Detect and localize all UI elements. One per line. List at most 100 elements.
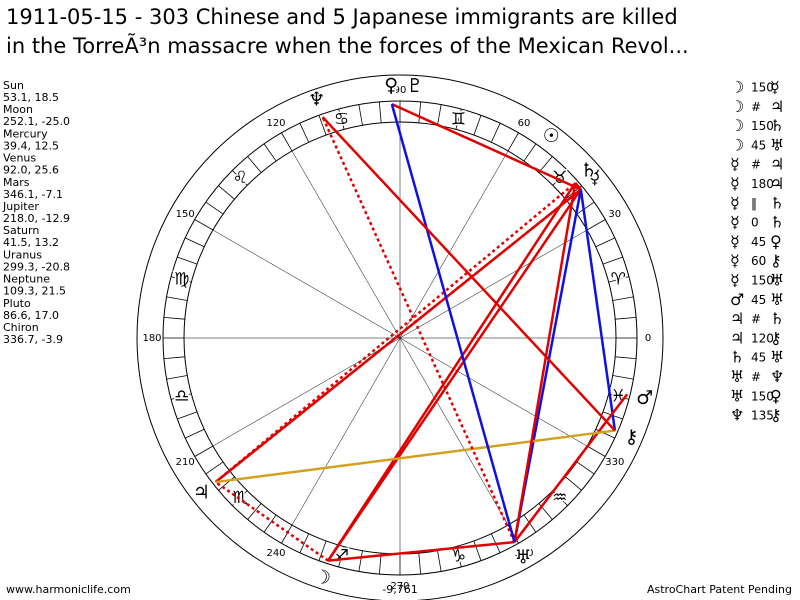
aspect-line	[215, 429, 616, 484]
planet-glyph: ☿	[589, 167, 601, 189]
aspect-from: ☽	[730, 135, 744, 154]
aspect-line	[327, 182, 577, 562]
aspect-type: 0	[751, 216, 759, 230]
degree-label: 330	[605, 457, 624, 468]
band-tick	[338, 546, 345, 568]
band-tick	[576, 461, 595, 475]
aspect-from: ☿	[730, 232, 740, 251]
planet-name: Mercury	[3, 127, 48, 140]
band-tick	[318, 115, 327, 136]
planet-name: Uranus	[3, 248, 42, 261]
planet-position: 86.6, 17.0	[3, 309, 59, 322]
aspect-to: ♄	[770, 213, 784, 232]
house-spoke	[399, 337, 509, 526]
aspect-line	[513, 182, 577, 543]
planet-position: 218.0, -12.9	[3, 212, 70, 225]
band-tick	[586, 219, 606, 231]
zodiac-sign: ♌	[233, 168, 248, 188]
band-tick	[170, 393, 192, 400]
band-tick	[378, 553, 382, 575]
aspect-type: 150	[751, 119, 774, 133]
band-tick	[232, 170, 248, 186]
aspect-type: 120	[751, 331, 774, 345]
aspect-type: 150	[751, 274, 774, 288]
planet-name: Neptune	[3, 273, 50, 286]
band-tick	[378, 101, 382, 123]
planet-name: Sun	[3, 79, 24, 92]
zodiac-sign: ♊	[451, 110, 466, 130]
planet-glyph: ♂	[636, 387, 653, 409]
aspect-to: ♆	[770, 367, 784, 386]
aspect-line	[579, 189, 617, 431]
band-tick	[281, 132, 293, 152]
band-tick	[552, 490, 568, 506]
aspect-type: 60	[751, 254, 766, 268]
band-tick	[177, 256, 198, 265]
house-spoke	[291, 337, 401, 526]
band-tick	[194, 445, 214, 457]
band-tick	[418, 553, 422, 575]
aspect-from: ☿	[730, 251, 740, 270]
band-tick	[615, 356, 637, 360]
degree-label: 0	[645, 333, 651, 344]
planet-glyph: ☽	[314, 566, 331, 588]
band-tick	[437, 104, 442, 126]
band-tick	[163, 316, 185, 320]
band-tick	[608, 276, 630, 283]
band-tick	[552, 170, 568, 186]
planet-name: Chiron	[3, 321, 39, 334]
aspect-from: ☽	[730, 97, 744, 116]
zodiac-sign: ♎	[174, 386, 189, 406]
aspect-from: ♃	[730, 309, 744, 328]
aspect-to: ♅	[770, 135, 784, 154]
aspect-from: ♃	[730, 328, 744, 347]
aspect-to: ♀	[770, 232, 782, 251]
aspect-line	[321, 116, 616, 432]
planet-position: 39.4, 12.5	[3, 139, 59, 152]
planet-position: 346.1, -7.1	[3, 188, 63, 201]
aspect-from: ☿	[730, 174, 740, 193]
aspect-line	[214, 181, 577, 484]
planet-position: 336.7, -3.9	[3, 333, 63, 346]
house-spoke	[212, 229, 401, 339]
aspect-from: ☿	[730, 213, 740, 232]
planet-glyph: ⚷	[624, 426, 638, 448]
planet-position: 41.5, 13.2	[3, 236, 59, 249]
aspect-type: 180	[751, 177, 774, 191]
aspect-line	[214, 188, 582, 484]
planet-glyph: ♃	[193, 482, 210, 504]
aspect-type: ‖	[751, 196, 757, 210]
planet-glyph: ♇	[406, 75, 423, 97]
degree-label: 150	[176, 209, 195, 220]
zodiac-sign: ♒	[552, 488, 567, 508]
band-tick	[247, 156, 262, 173]
band-tick	[338, 108, 345, 130]
bottom-value: -9,761	[382, 583, 417, 596]
band-tick	[170, 276, 192, 283]
degree-label: 210	[176, 457, 195, 468]
credit: AstroChart Patent Pending	[647, 583, 792, 596]
degree-label: 60	[518, 118, 531, 129]
planet-glyph: ♀	[384, 75, 398, 97]
band-tick	[263, 514, 277, 533]
band-tick	[358, 104, 363, 126]
aspect-line	[214, 481, 329, 562]
band-tick	[507, 132, 519, 152]
aspect-from: ♄	[730, 348, 744, 367]
zodiac-sign: ♐	[334, 546, 349, 566]
website: www.harmoniclife.com	[6, 583, 131, 596]
aspect-type: #	[751, 158, 761, 172]
planet-position: 109.3, 21.5	[3, 285, 66, 298]
band-tick	[455, 546, 462, 568]
aspect-type: 45	[751, 138, 766, 152]
aspect-from: ☿	[730, 271, 740, 290]
planet-position: 92.0, 25.6	[3, 164, 59, 177]
aspect-to: ⚷	[770, 406, 782, 425]
band-tick	[473, 540, 482, 561]
band-tick	[455, 108, 462, 130]
aspect-to: ♅	[770, 348, 784, 367]
aspect-type: 135	[751, 409, 774, 423]
band-tick	[608, 393, 630, 400]
band-tick	[218, 185, 235, 200]
